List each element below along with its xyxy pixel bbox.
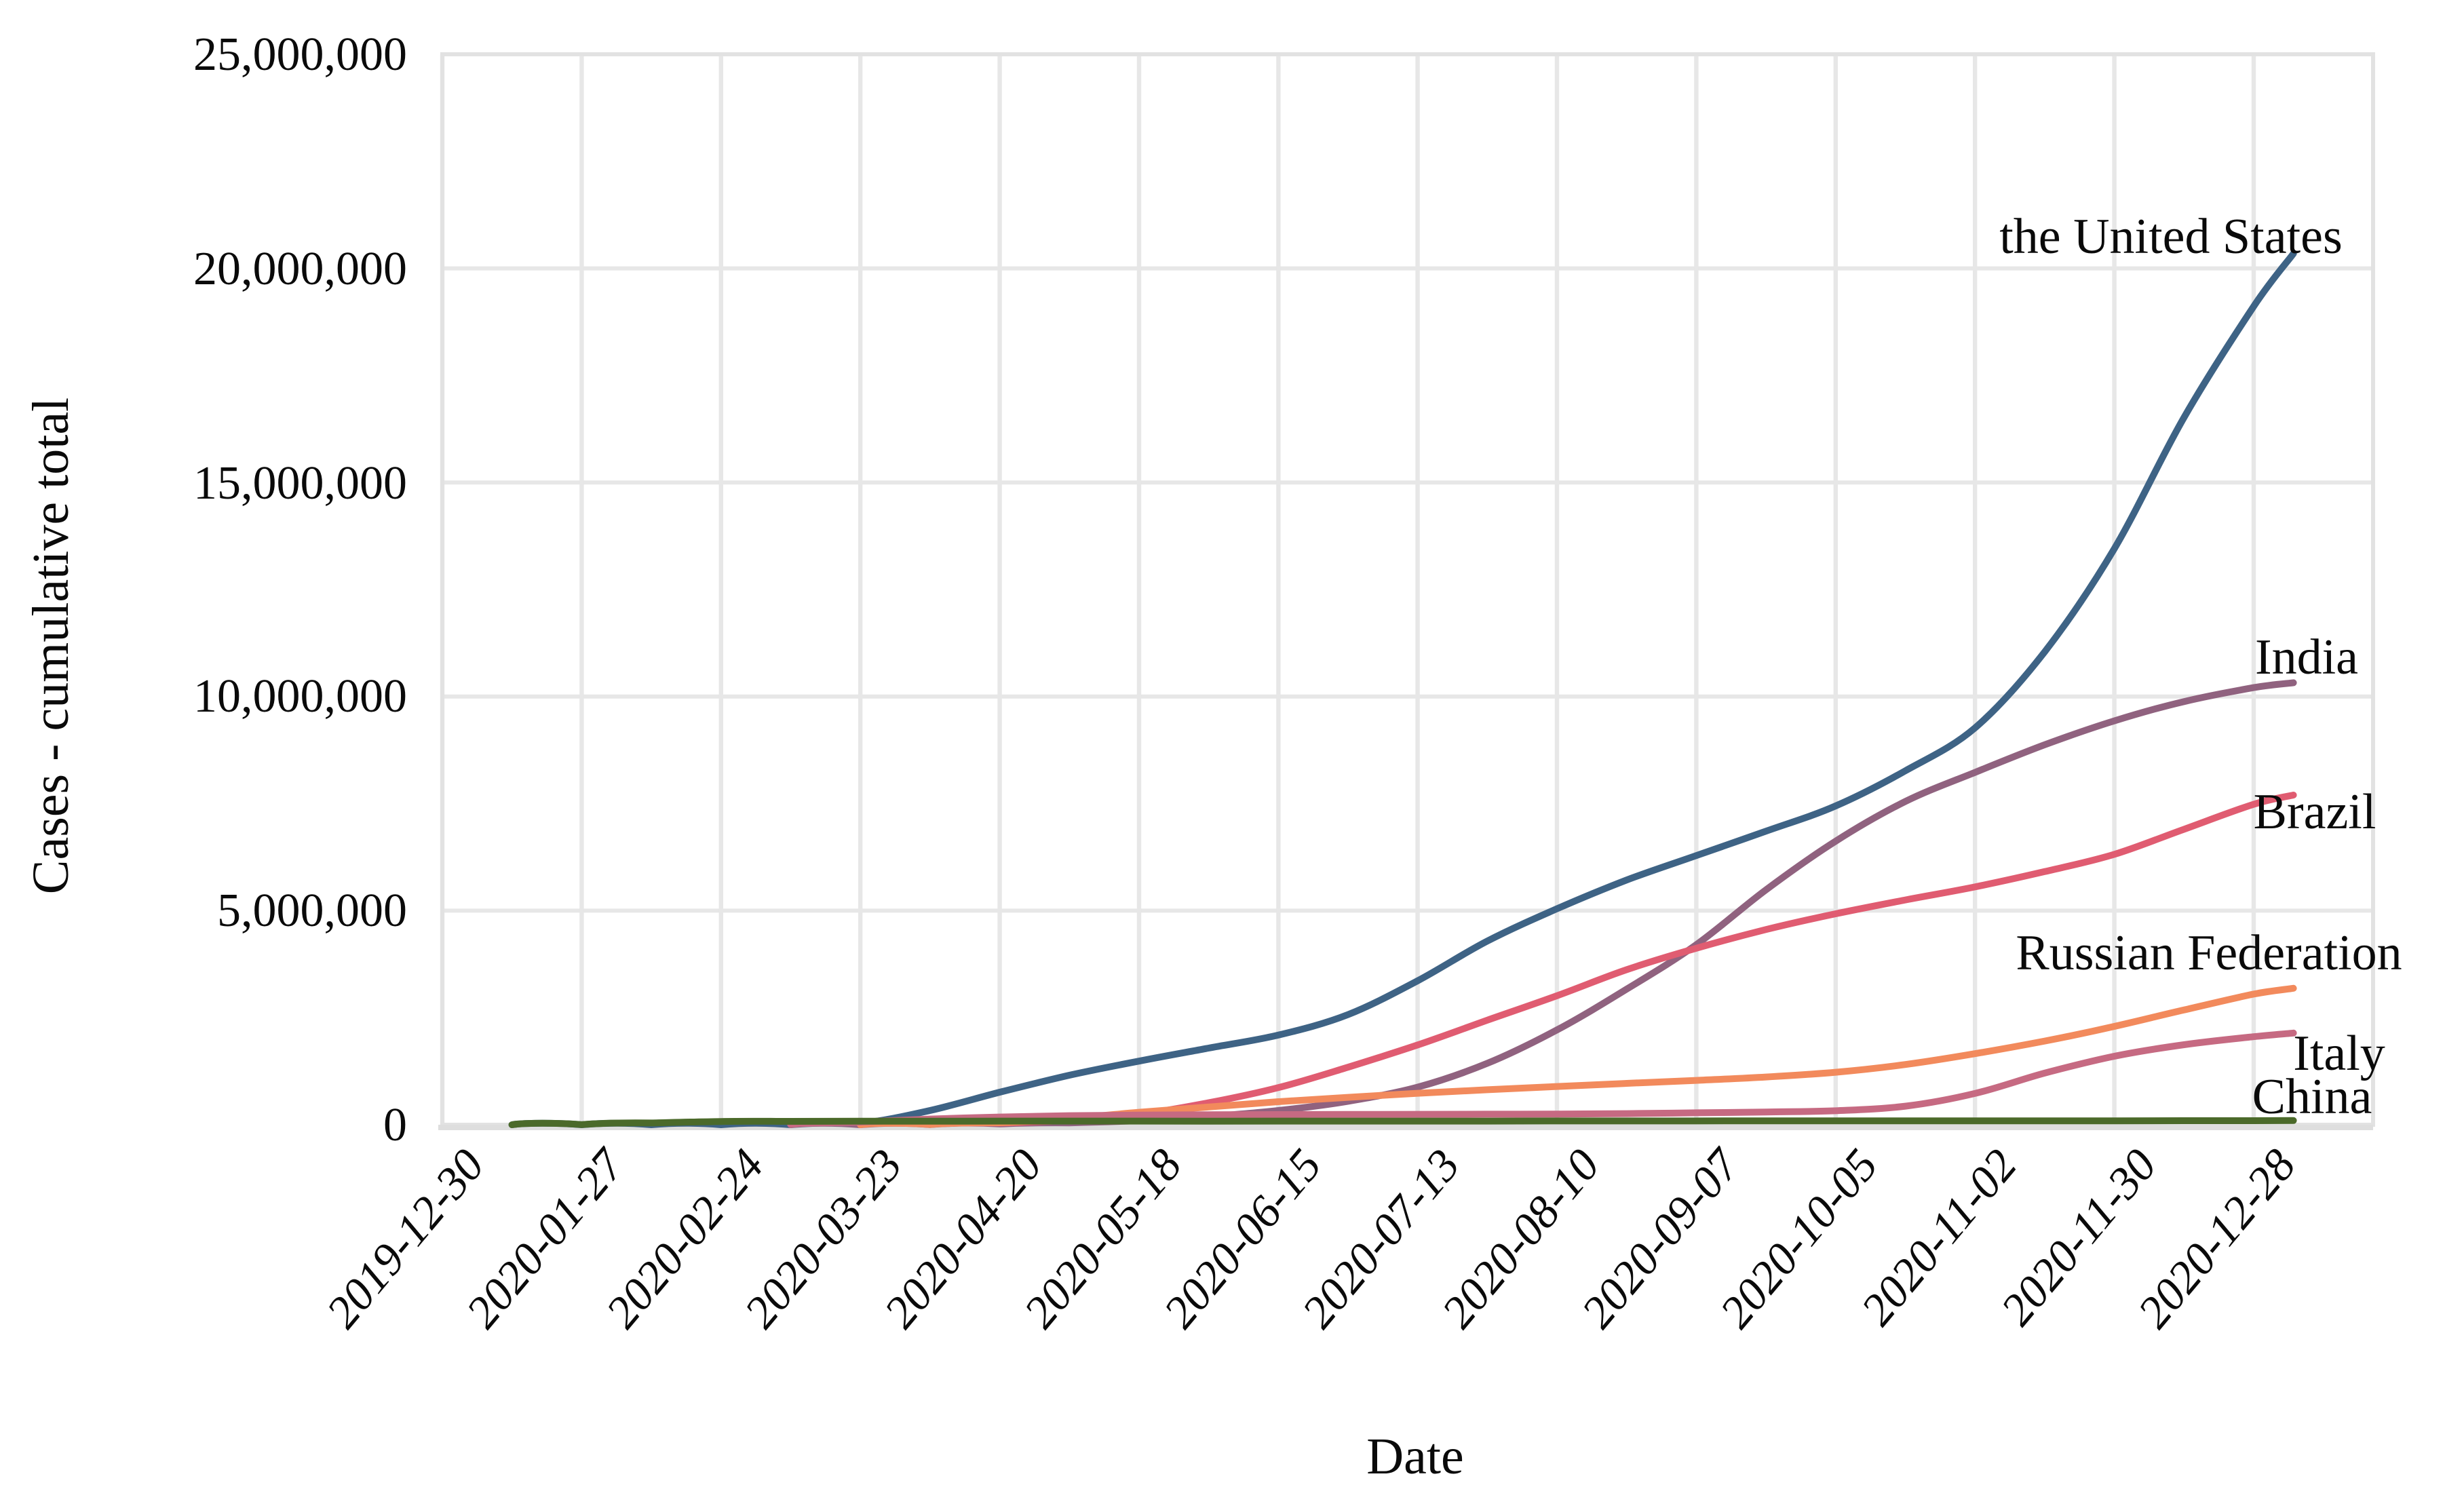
series-label-italy: Italy	[2293, 1026, 2385, 1083]
y-axis-title: Cases - cumulative total	[23, 397, 80, 895]
y-tick-label: 0	[383, 1098, 407, 1151]
line-india	[787, 679, 2297, 1128]
series-label-the-united-states: the United States	[1999, 210, 2343, 266]
line-china	[508, 1117, 2297, 1128]
y-tick-label: 5,000,000	[217, 884, 407, 938]
series-label-china: China	[2252, 1070, 2372, 1126]
line-italy	[787, 1029, 2297, 1128]
x-axis-title: Date	[1366, 1429, 1464, 1486]
line-russian-federation	[857, 984, 2297, 1128]
y-tick-label: 10,000,000	[193, 670, 407, 723]
y-tick-label: 15,000,000	[193, 456, 407, 509]
series-label-india: India	[2254, 630, 2359, 687]
series-label-brazil: Brazil	[2253, 785, 2376, 841]
y-tick-label: 25,000,000	[193, 28, 407, 81]
series-label-russian-federation: Russian Federation	[2016, 926, 2402, 982]
line-the-united-states	[508, 250, 2297, 1128]
y-tick-label: 20,000,000	[193, 242, 407, 295]
